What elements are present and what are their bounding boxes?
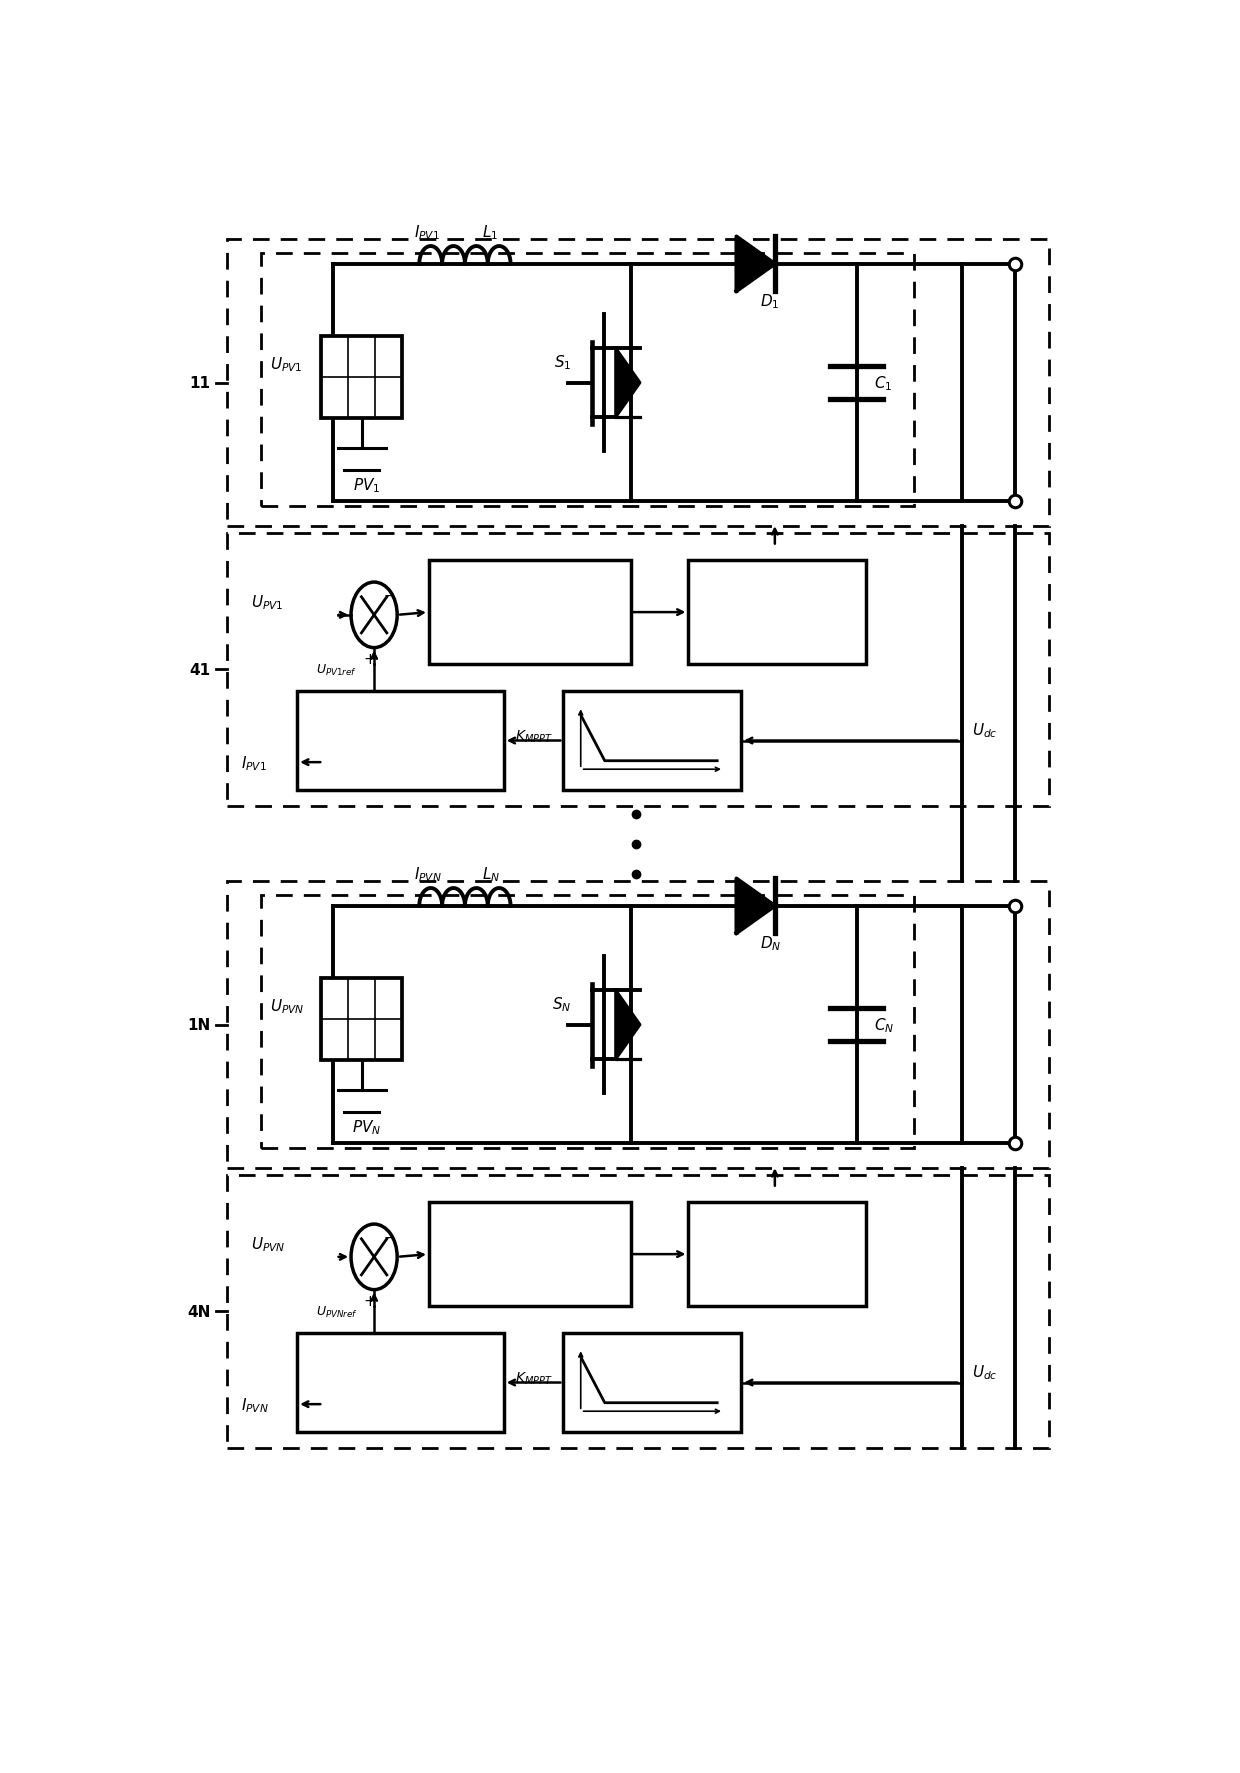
Text: PWM产: PWM产	[746, 589, 808, 606]
Text: 输入电压: 输入电压	[508, 1230, 552, 1248]
Text: 环调节器N: 环调节器N	[501, 1268, 559, 1285]
Text: +: +	[363, 1293, 376, 1308]
Text: $PV_N$: $PV_N$	[352, 1119, 381, 1136]
Text: $U_{PV1}$: $U_{PV1}$	[250, 592, 284, 612]
Text: $U_{PVNref}$: $U_{PVNref}$	[316, 1305, 358, 1319]
Text: $K_{MPPT}$: $K_{MPPT}$	[515, 729, 553, 745]
Polygon shape	[737, 879, 775, 934]
Bar	[298, 1333, 503, 1433]
Text: $I_{PVN}$: $I_{PVN}$	[414, 865, 443, 883]
Text: $K_{MPPT}$: $K_{MPPT}$	[515, 1369, 553, 1386]
Bar	[563, 691, 742, 791]
Bar	[227, 1175, 1049, 1449]
Text: +: +	[363, 652, 376, 667]
Text: MPPT控: MPPT控	[367, 1360, 434, 1378]
Text: 环调节利1: 环调节利1	[502, 626, 558, 645]
Text: 制利1: 制利1	[383, 754, 418, 771]
Text: $I_{PV1}$: $I_{PV1}$	[414, 223, 440, 241]
Bar	[429, 1202, 631, 1307]
Bar	[260, 254, 914, 507]
Text: $S_N$: $S_N$	[552, 995, 572, 1014]
Polygon shape	[616, 349, 640, 417]
Text: $D_N$: $D_N$	[760, 934, 782, 952]
Text: −: −	[383, 589, 396, 603]
Bar	[321, 979, 403, 1060]
Bar	[227, 881, 1049, 1168]
Text: $U_{dc}$: $U_{dc}$	[972, 722, 997, 739]
Text: 生电路1: 生电路1	[755, 626, 800, 645]
Text: $U_{PVN}$: $U_{PVN}$	[270, 996, 305, 1014]
Polygon shape	[737, 238, 775, 293]
Text: $U_{PVN}$: $U_{PVN}$	[250, 1234, 285, 1254]
Bar	[688, 560, 866, 665]
Text: $u_{SN}$: $u_{SN}$	[785, 1202, 806, 1216]
Text: $I_{PV1}$: $I_{PV1}$	[242, 754, 268, 771]
Polygon shape	[616, 991, 640, 1058]
Text: $L_N$: $L_N$	[481, 865, 500, 883]
Text: $PV_1$: $PV_1$	[352, 477, 381, 495]
Text: −: −	[383, 1230, 396, 1243]
Text: $U_{PV1}$: $U_{PV1}$	[270, 355, 303, 374]
Text: 11: 11	[190, 376, 211, 390]
Text: $u_{S1}$: $u_{S1}$	[785, 562, 805, 574]
Text: $D_1$: $D_1$	[760, 293, 780, 310]
Bar	[227, 239, 1049, 527]
Text: 生电路N: 生电路N	[754, 1268, 801, 1285]
Text: 制器N: 制器N	[382, 1395, 419, 1413]
Bar	[227, 534, 1049, 807]
Text: $S_1$: $S_1$	[554, 353, 572, 372]
Text: $C_N$: $C_N$	[874, 1016, 894, 1034]
Bar	[260, 895, 914, 1147]
Text: 4N: 4N	[187, 1305, 211, 1319]
Text: $I_{PVN}$: $I_{PVN}$	[242, 1395, 269, 1413]
Text: 41: 41	[190, 663, 211, 677]
Bar	[321, 337, 403, 418]
Text: PWM产: PWM产	[746, 1230, 808, 1248]
Bar	[429, 560, 631, 665]
Bar	[688, 1202, 866, 1307]
Text: MPPT控: MPPT控	[367, 718, 434, 736]
Text: $U_{PV1ref}$: $U_{PV1ref}$	[316, 663, 357, 677]
Text: $L_1$: $L_1$	[481, 223, 498, 241]
Text: $C_1$: $C_1$	[874, 374, 893, 394]
Text: $U_{dc}$: $U_{dc}$	[972, 1362, 997, 1381]
Bar	[298, 691, 503, 791]
Bar	[563, 1333, 742, 1433]
Text: 输入电压: 输入电压	[508, 589, 552, 606]
Text: 1N: 1N	[187, 1018, 211, 1032]
